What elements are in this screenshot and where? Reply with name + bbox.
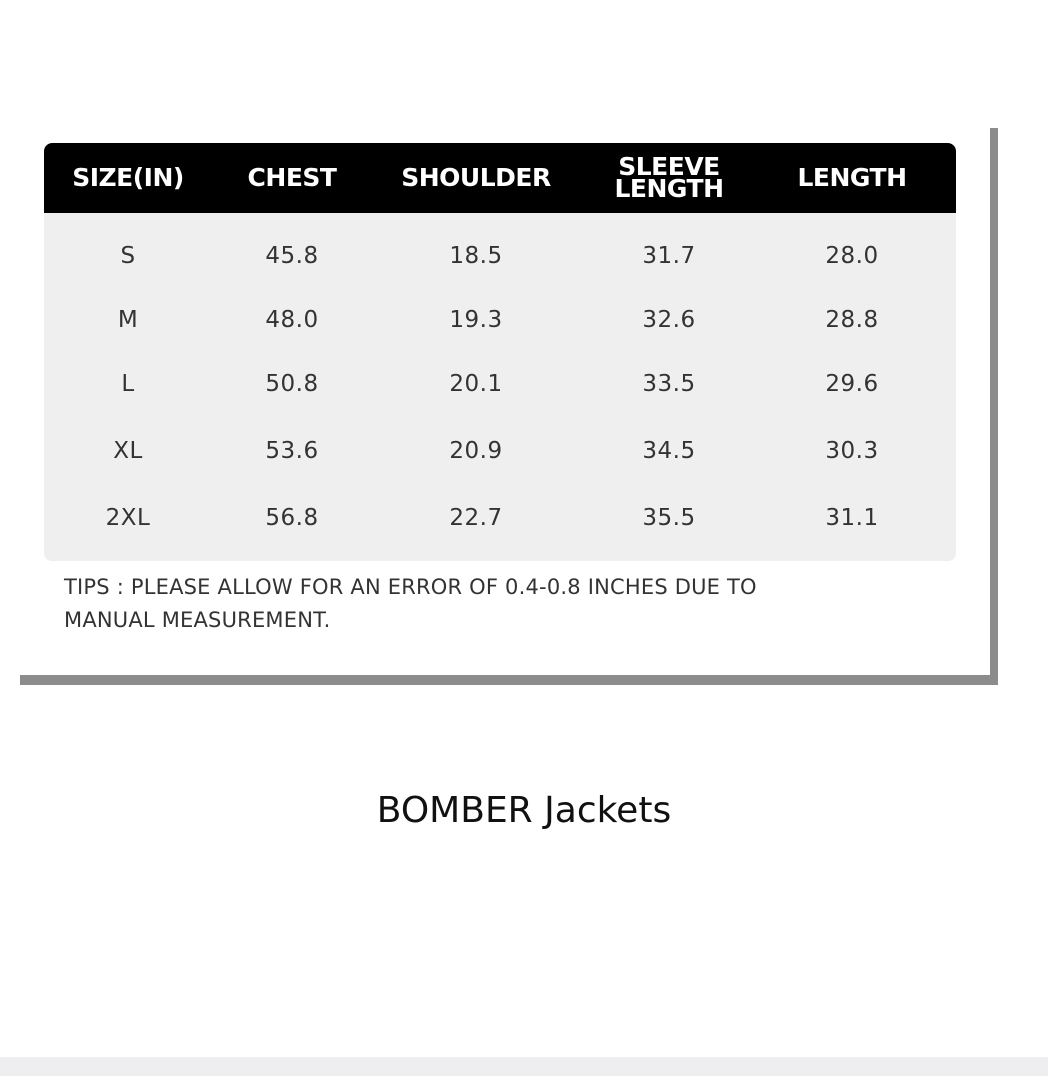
- cell-shoulder: 18.5: [449, 243, 503, 269]
- cell-length: 30.3: [825, 438, 879, 464]
- header-chest: CHEST: [247, 163, 337, 192]
- card-shadow-right: [990, 128, 998, 685]
- cell-length: 29.6: [825, 371, 879, 397]
- cell-size: S: [120, 243, 136, 269]
- cell-sleeve-length: 35.5: [642, 505, 696, 531]
- cell-length: 31.1: [825, 505, 879, 531]
- header-shoulder: SHOULDER: [401, 163, 551, 192]
- cell-sleeve-length: 33.5: [642, 371, 696, 397]
- header-sleeve-line2: LENGTH: [614, 174, 725, 203]
- cell-chest: 50.8: [265, 371, 319, 397]
- cell-chest: 45.8: [265, 243, 319, 269]
- cell-size: L: [121, 371, 135, 397]
- tips-note: TIPS : PLEASE ALLOW FOR AN ERROR OF 0.4-…: [64, 571, 884, 637]
- header-size: SIZE(IN): [72, 163, 184, 192]
- cell-sleeve-length: 31.7: [642, 243, 696, 269]
- cell-length: 28.0: [825, 243, 879, 269]
- card-shadow-bottom: [20, 675, 998, 685]
- header-length: LENGTH: [797, 163, 908, 192]
- cell-size: 2XL: [105, 505, 151, 531]
- cell-chest: 48.0: [265, 307, 319, 333]
- cell-sleeve-length: 32.6: [642, 307, 696, 333]
- cell-shoulder: 19.3: [449, 307, 503, 333]
- cell-shoulder: 20.9: [449, 438, 503, 464]
- tips-line-1: TIPS : PLEASE ALLOW FOR AN ERROR OF 0.4-…: [64, 575, 757, 599]
- header-sleeve-length: SLEEVE LENGTH: [614, 154, 725, 203]
- cell-sleeve-length: 34.5: [642, 438, 696, 464]
- cell-chest: 53.6: [265, 438, 319, 464]
- cell-shoulder: 20.1: [449, 371, 503, 397]
- cell-shoulder: 22.7: [449, 505, 503, 531]
- cell-size: M: [117, 307, 139, 333]
- table-header: SIZE(IN) CHEST SHOULDER SLEEVE LENGTH LEN…: [44, 143, 956, 213]
- bottom-bar: [0, 1057, 1048, 1076]
- cell-size: XL: [113, 438, 143, 464]
- tips-line-2: MANUAL MEASUREMENT.: [64, 608, 331, 632]
- header-sleeve-line1: SLEEVE: [618, 152, 720, 181]
- size-chart-table: SIZE(IN) CHEST SHOULDER SLEEVE LENGTH LEN…: [44, 143, 956, 561]
- cell-chest: 56.8: [265, 505, 319, 531]
- cell-length: 28.8: [825, 307, 879, 333]
- product-caption: BOMBER Jackets: [376, 790, 672, 831]
